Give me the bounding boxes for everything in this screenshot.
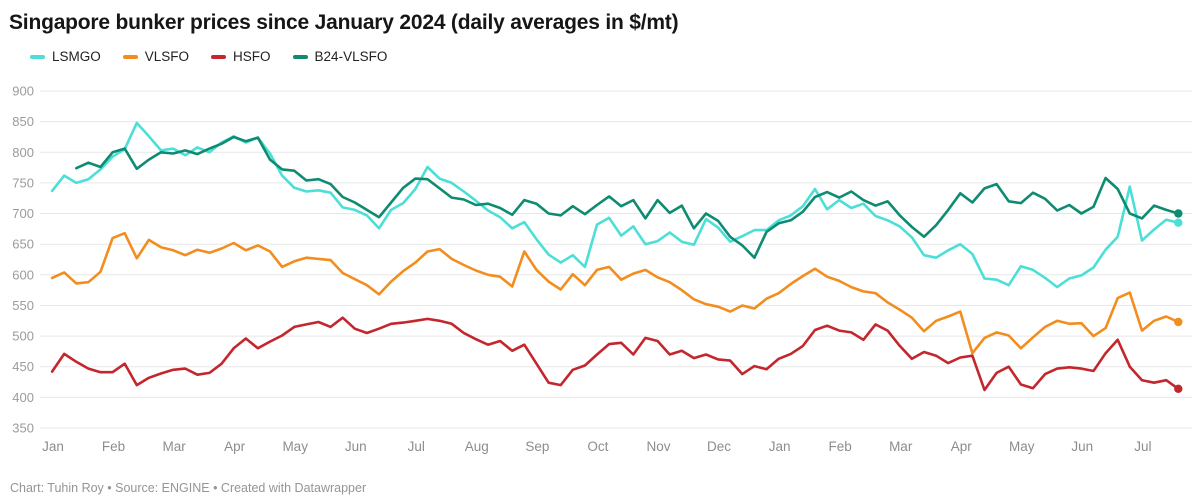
y-tick-label: 550: [12, 298, 34, 313]
legend-item-lsmgo: LSMGO: [30, 49, 101, 64]
legend-item-b24-vlsfo: B24-VLSFO: [292, 49, 388, 65]
x-tick-label: Oct: [587, 439, 608, 454]
x-tick-label: Sep: [525, 439, 549, 454]
x-tick-label: May: [1009, 439, 1035, 454]
y-tick-label: 900: [12, 84, 34, 99]
series-lsmgo: [50, 121, 1183, 289]
x-tick-label: Nov: [646, 439, 670, 454]
series-hsfo: [50, 316, 1183, 393]
legend-item-vlsfo: VLSFO: [122, 49, 190, 65]
price-line-chart[interactable]: 350 400 450 500 550 600 650 700 750 800 850 900 Jan F…: [0, 80, 1200, 472]
series-end-dot-b24-vlsfo: [1174, 209, 1183, 218]
legend-label: VLSFO: [144, 49, 190, 65]
series-line-b24-vlsfo: [75, 135, 1180, 259]
series-end-dot-lsmgo: [1174, 218, 1183, 227]
legend-swatch-vlsfo: [122, 54, 138, 59]
series-line-hsfo: [50, 316, 1180, 392]
x-tick-label: Mar: [889, 439, 913, 454]
legend-label: HSFO: [233, 49, 271, 65]
x-tick-label: May: [282, 439, 308, 454]
x-tick-label: Apr: [224, 439, 246, 454]
y-tick-label: 500: [12, 329, 34, 344]
y-tick-label: 850: [12, 114, 34, 129]
x-tick-label: Jul: [408, 439, 425, 454]
series-end-dot-vlsfo: [1174, 317, 1183, 327]
x-tick-label: Jun: [345, 439, 367, 454]
y-tick-label: 750: [12, 175, 34, 190]
legend-label: B24-VLSFO: [314, 49, 388, 65]
series-vlsfo: [50, 231, 1183, 355]
y-tick-label: 800: [12, 145, 34, 160]
legend-item-hsfo: HSFO: [211, 49, 271, 64]
y-axis-grid: 350 400 450 500 550 600 650 700 750 800 850 900: [12, 84, 1192, 436]
y-tick-label: 450: [12, 359, 34, 374]
legend-label: LSMGO: [52, 49, 101, 65]
y-tick-label: 700: [12, 206, 34, 221]
y-tick-label: 650: [12, 237, 34, 252]
series-line-vlsfo: [50, 231, 1180, 355]
x-tick-label: Aug: [465, 439, 489, 454]
x-axis-labels: Jan Feb Mar Apr May Jun Jul Aug Sep Oct Nov Dec Jan F…: [42, 439, 1151, 454]
series-line-lsmgo: [50, 121, 1180, 289]
page-title: Singapore bunker prices since January 20…: [9, 11, 679, 34]
x-tick-label: Jul: [1134, 439, 1151, 454]
y-tick-label: 600: [12, 267, 34, 282]
y-tick-label: 400: [12, 390, 34, 405]
legend-swatch-lsmgo: [30, 54, 45, 59]
x-tick-label: Dec: [707, 439, 731, 454]
x-tick-label: Mar: [162, 439, 186, 454]
x-tick-label: Jan: [769, 439, 791, 454]
legend-swatch-b24-vlsfo: [292, 54, 308, 59]
x-tick-label: Jun: [1071, 439, 1093, 454]
x-tick-label: Feb: [102, 439, 125, 454]
y-tick-label: 350: [12, 421, 34, 436]
chart-footer-byline: Chart: Tuhin Roy • Source: ENGINE • Crea…: [10, 481, 367, 495]
series-b24-vlsfo: [75, 135, 1183, 259]
chart-legend: LSMGO VLSFO HSFO B24-VLSFO: [30, 49, 1200, 64]
series-end-dot-hsfo: [1174, 384, 1183, 393]
x-tick-label: Apr: [951, 439, 973, 454]
x-tick-label: Feb: [828, 439, 851, 454]
legend-swatch-hsfo: [211, 54, 227, 59]
x-tick-label: Jan: [42, 439, 64, 454]
